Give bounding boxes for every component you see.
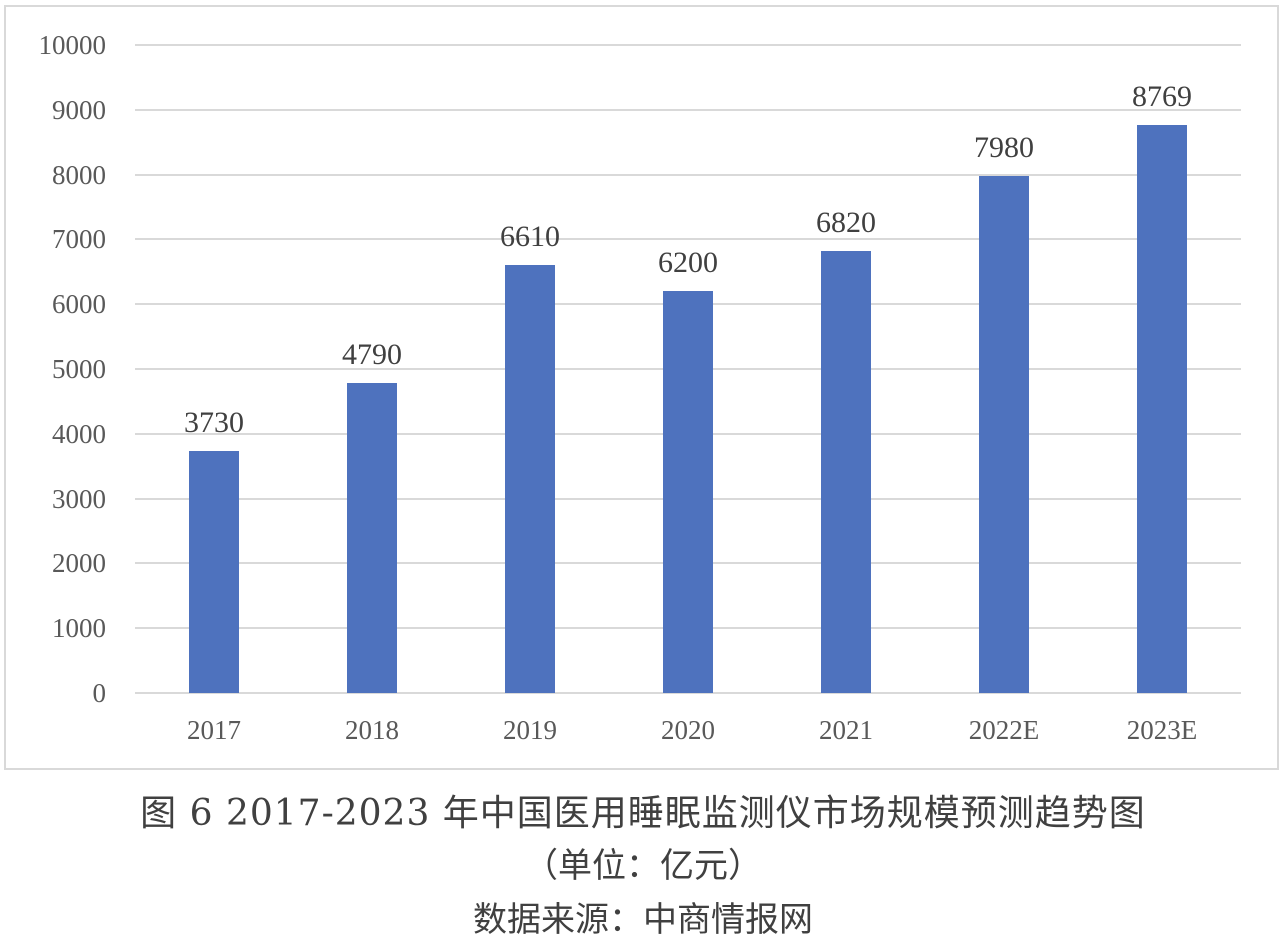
bar-2019 (505, 264, 555, 693)
bar-chart-plot-area: 0 1000 2000 3000 4000 5000 6000 7000 8000 9000 100… (38, 30, 1241, 745)
bar-2021 (821, 251, 871, 693)
gridline (135, 173, 1241, 176)
y-axis-tick-label: 7000 (52, 224, 106, 255)
bar-2020 (663, 291, 713, 693)
x-axis-tick-label: 2019 (503, 715, 557, 745)
y-axis-tick-label: 8000 (52, 159, 106, 190)
x-axis-tick-label: 2021 (819, 715, 873, 745)
x-axis-tick-label: 2022E (968, 715, 1040, 745)
gridline (135, 108, 1241, 111)
bar-2023E (1137, 124, 1187, 693)
x-axis-tick-label: 2023E (1126, 715, 1198, 745)
x-axis-tick-label: 2020 (661, 715, 715, 745)
y-axis-tick-label: 5000 (52, 354, 106, 384)
data-label: 8769 (1132, 79, 1192, 113)
y-axis-tick-label: 2000 (52, 548, 106, 579)
data-label: 6200 (658, 246, 718, 280)
data-label: 4790 (342, 337, 402, 371)
chart-title: 图 6 2017-2023 年中国医用睡眠监测仪市场规模预测趋势图 (140, 793, 1146, 834)
bar-2022E (979, 175, 1029, 693)
y-axis-tick-label: 0 (92, 678, 107, 708)
chart-source-label: 数据来源：中商情报网 (473, 900, 813, 940)
y-axis-tick-label: 10000 (38, 30, 107, 60)
data-label: 7980 (974, 130, 1034, 164)
y-axis-tick-label: 4000 (52, 418, 106, 449)
y-axis-tick-label: 3000 (52, 483, 106, 514)
bar-2017 (189, 451, 239, 693)
chart-unit-label: （单位：亿元） (524, 846, 762, 886)
y-axis-tick-label: 9000 (52, 94, 106, 125)
y-axis-tick-label: 1000 (52, 613, 106, 644)
gridline (135, 44, 1241, 46)
data-label: 3730 (184, 406, 244, 440)
data-label: 6820 (816, 206, 876, 240)
data-label: 6610 (500, 219, 560, 253)
gridline (135, 692, 1241, 694)
x-axis-tick-label: 2018 (345, 715, 399, 745)
y-axis-tick-label: 6000 (52, 289, 106, 320)
bar-2018 (347, 382, 397, 693)
gridline (135, 238, 1241, 241)
x-axis-tick-label: 2017 (187, 715, 241, 745)
